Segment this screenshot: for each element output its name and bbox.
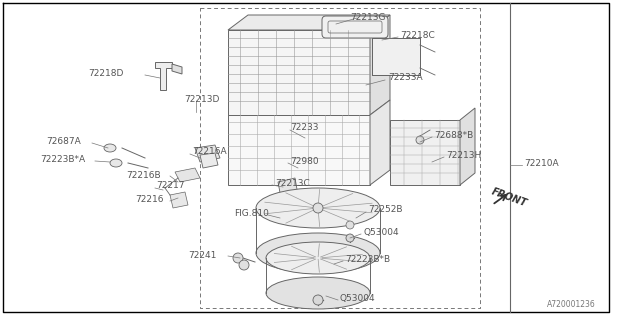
Text: 72216: 72216 xyxy=(135,196,163,204)
Circle shape xyxy=(346,234,354,242)
Polygon shape xyxy=(228,115,370,185)
Text: FRONT: FRONT xyxy=(490,187,528,209)
Text: 72216B: 72216B xyxy=(126,171,161,180)
Text: 72218D: 72218D xyxy=(88,68,124,77)
Text: 72252B: 72252B xyxy=(368,205,403,214)
Text: 72223B*B: 72223B*B xyxy=(345,254,390,263)
Text: 72217: 72217 xyxy=(156,181,184,190)
Ellipse shape xyxy=(266,242,370,274)
Text: 72213C: 72213C xyxy=(275,179,310,188)
Polygon shape xyxy=(460,108,475,185)
Polygon shape xyxy=(195,145,220,162)
Text: 72687A: 72687A xyxy=(46,138,81,147)
Polygon shape xyxy=(390,120,460,185)
Text: 72241: 72241 xyxy=(188,251,216,260)
Ellipse shape xyxy=(110,159,122,167)
Text: FIG.810: FIG.810 xyxy=(234,210,269,219)
Text: A720001236: A720001236 xyxy=(547,300,596,309)
Ellipse shape xyxy=(104,144,116,152)
Polygon shape xyxy=(370,100,390,185)
Circle shape xyxy=(313,203,323,213)
Polygon shape xyxy=(278,178,298,198)
FancyBboxPatch shape xyxy=(322,16,388,38)
Circle shape xyxy=(313,295,323,305)
Polygon shape xyxy=(170,192,188,208)
Circle shape xyxy=(416,136,424,144)
Polygon shape xyxy=(200,153,218,168)
Text: 72216A: 72216A xyxy=(192,148,227,156)
Text: 72213G: 72213G xyxy=(350,13,385,22)
Ellipse shape xyxy=(256,233,380,273)
Circle shape xyxy=(239,260,249,270)
Text: 72223B*A: 72223B*A xyxy=(40,156,85,164)
Text: Q53004: Q53004 xyxy=(363,228,399,236)
Text: 72218C: 72218C xyxy=(400,30,435,39)
Polygon shape xyxy=(175,168,200,182)
Text: 72688*B: 72688*B xyxy=(434,131,473,140)
Polygon shape xyxy=(172,64,182,74)
Ellipse shape xyxy=(256,188,380,228)
Circle shape xyxy=(346,221,354,229)
Text: 72213H: 72213H xyxy=(446,150,481,159)
Circle shape xyxy=(233,253,243,263)
Text: 72210A: 72210A xyxy=(524,158,559,167)
Polygon shape xyxy=(372,38,420,75)
Ellipse shape xyxy=(266,277,370,309)
Text: 72233: 72233 xyxy=(290,124,319,132)
Text: 72213D: 72213D xyxy=(184,95,220,105)
Polygon shape xyxy=(228,15,390,30)
Text: Q53004: Q53004 xyxy=(340,294,376,303)
Polygon shape xyxy=(228,30,370,115)
Text: 72980: 72980 xyxy=(290,157,319,166)
Polygon shape xyxy=(285,192,303,208)
Text: 72233A: 72233A xyxy=(388,74,422,83)
Polygon shape xyxy=(155,62,172,90)
Polygon shape xyxy=(370,15,390,115)
